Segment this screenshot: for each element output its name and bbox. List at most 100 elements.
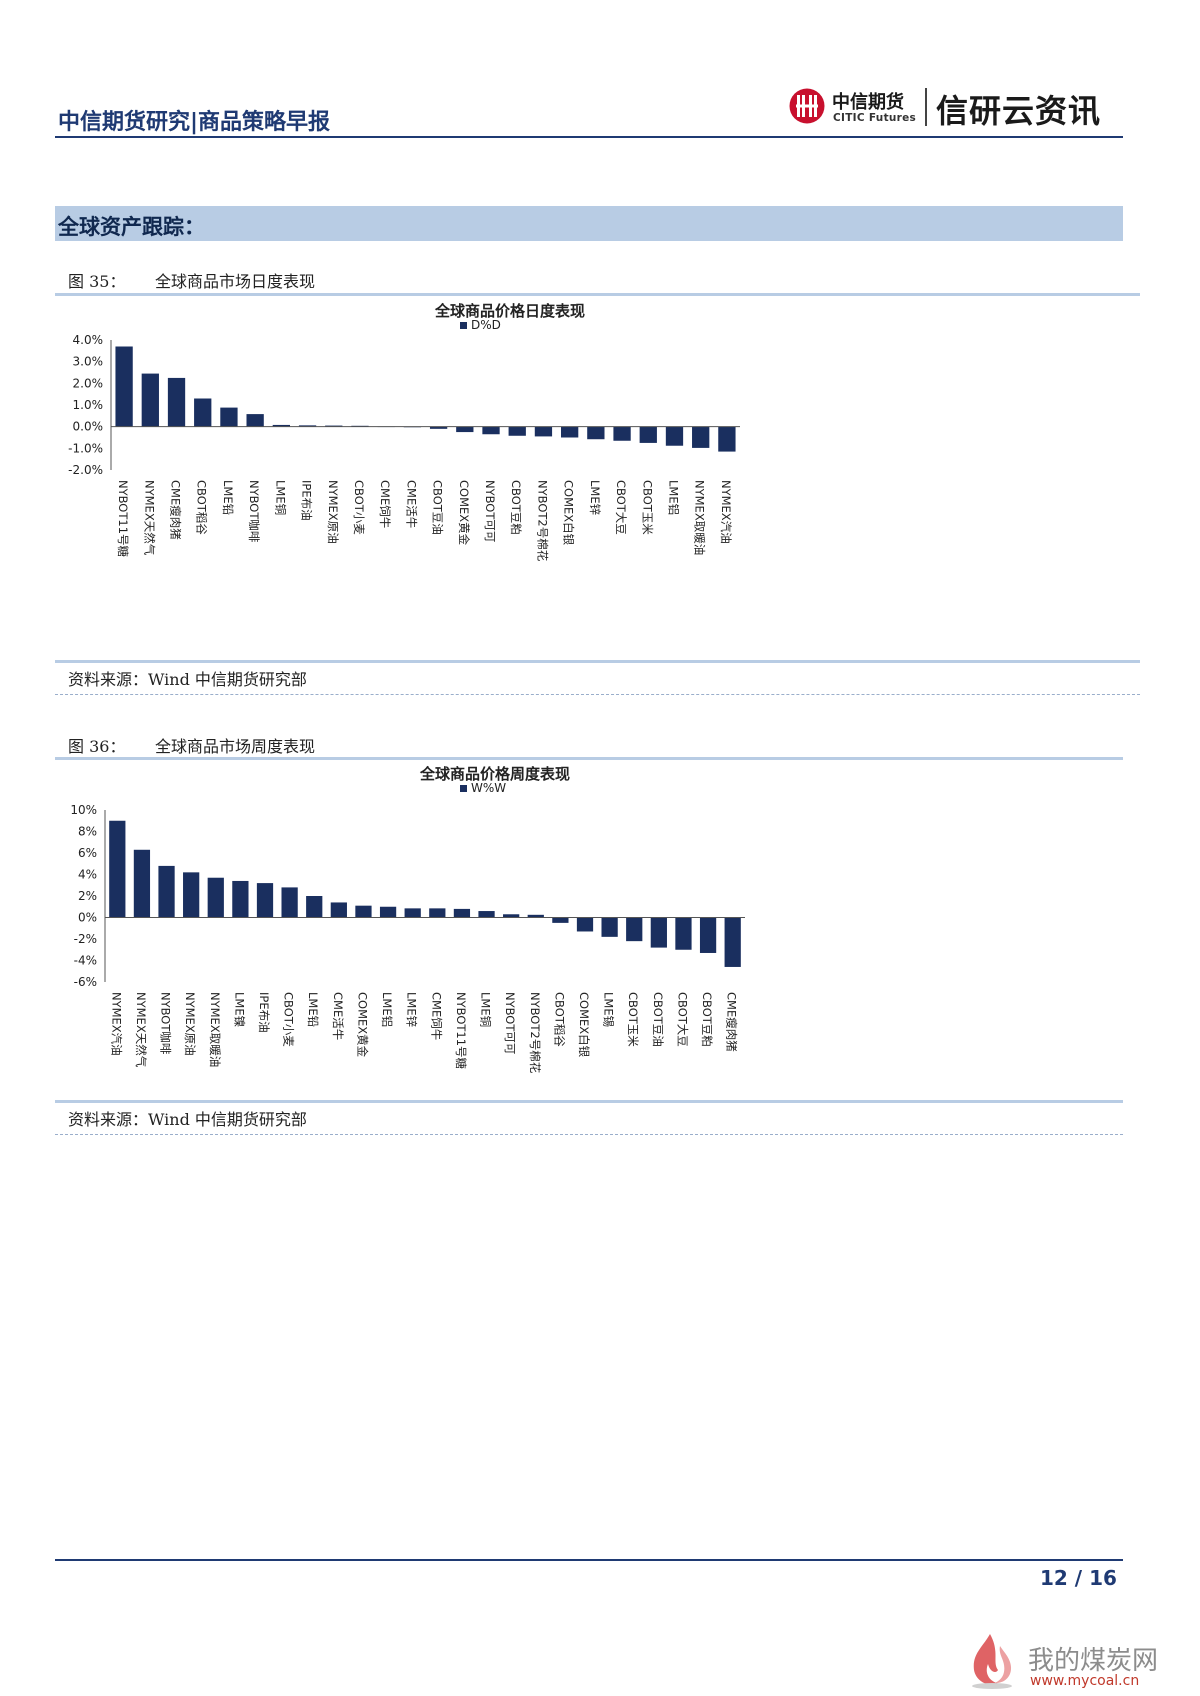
footer-rule [55,1559,1123,1561]
chart1-bar [220,407,238,427]
figure-36-title: 全球商品市场周度表现 [155,737,316,756]
figure-35-title: 全球商品市场日度表现 [155,272,316,291]
chart2-category-label: NYMEX取暖油 [208,992,222,1067]
chart2-bar [133,849,151,918]
chart1-category-label: NYMEX原油 [326,480,340,544]
chart2-bar [453,908,471,918]
chart2-category-label: COMEX黄金 [355,992,369,1058]
brand-name-en: CITIC Futures [833,112,917,124]
chart1-category-label: NYBOT2号棉花 [535,480,549,562]
chart1-category-label: CBOT豆粕 [509,480,523,535]
chart1-category-label: NYBOT咖啡 [247,480,261,543]
chart1-bar [665,426,684,446]
figure-36-label: 图 36： [68,737,126,756]
chart2-category-label: CME活牛 [331,992,345,1040]
chart1-category-label: NYMEX汽油 [719,480,733,544]
chart1-category-label: LME铅 [221,480,235,516]
chart1-category-label: NYMEX天然气 [142,480,156,556]
watermark-url: www.mycoal.cn [1030,1673,1140,1689]
figure-36-source: 资料来源：Wind 中信期货研究部 [68,1110,307,1129]
chart1-ytick-label: -1.0% [68,441,103,455]
chart1-bar [167,377,186,427]
chart1-category-label: CBOT大豆 [614,480,628,535]
chart2-category-label: LME锌 [405,992,419,1028]
figure-36-dashed-rule [55,1134,1123,1135]
chart2-category-label: CBOT小麦 [282,992,296,1047]
chart1-category-label: COMEX黄金 [457,480,471,546]
chart2-legend: W%W [460,781,506,795]
page-number: 12 / 16 [1040,1566,1117,1590]
chart1-ytick-label: 4.0% [73,333,104,347]
chart1-bar [692,426,710,448]
chart2-category-label: CBOT大豆 [675,992,689,1047]
chart2-bar [527,914,544,918]
chart2-category-label: NYMEX汽油 [109,992,123,1056]
chart2-ytick-label: 2% [78,889,97,903]
chart2-category-label: IPE布油 [257,992,271,1033]
chart1-category-label: COMEX白银 [562,480,576,546]
chart2-ytick-label: -2% [74,932,97,946]
chart1-bar [298,425,317,427]
chart2-bar [552,917,569,923]
chart1-ytick-label: 2.0% [73,376,104,390]
chart2-category-label: COMEX白银 [577,992,591,1058]
brand-name-cn: 中信期货 [832,92,904,113]
chart2-category-label: NYBOT2号棉花 [528,992,542,1074]
chart1-category-label: CME饲牛 [378,480,392,528]
chart1-bar [482,426,500,435]
chart1-category-label: CBOT玉米 [640,480,654,535]
chart1-ytick-label: -2.0% [68,463,103,477]
chart1-category-label: CBOT小麦 [352,480,366,535]
figure-36-top-rule [55,757,1123,760]
chart1-category-label: CME瘦肉猪 [169,480,183,540]
flame-logo-icon [972,1634,1012,1689]
chart1-title: 全球商品价格日度表现 [434,302,585,320]
chart1-category-label: LME铜 [273,480,287,515]
chart2-ytick-label: -4% [74,954,97,968]
chart1-bar [246,414,264,427]
chart2-category-label: NYBOT11号糖 [454,992,468,1070]
chart1-ytick-label: 1.0% [73,398,104,412]
chart2-ytick-label: -6% [74,975,97,989]
chart1-category-label: NYBOT11号糖 [116,480,130,558]
chart1-category-label: CME活牛 [404,480,418,528]
chart1-category-label: LME铝 [666,480,680,515]
chart2-bar [478,911,495,918]
section-title: 全球资产跟踪： [58,215,205,239]
chart2-category-label: NYBOT咖啡 [159,992,173,1055]
chart2-bar [306,896,323,918]
chart1-category-label: NYMEX取暖油 [693,480,707,555]
report-header-title: 中信期货研究|商品策略早报 [58,110,331,135]
chart2-bar [675,917,692,950]
chart2-category-label: LME铝 [380,992,394,1027]
chart1-bar [141,373,159,427]
chart2-bar [699,917,717,953]
figure-35-source: 资料来源：Wind 中信期货研究部 [68,670,307,689]
figure-35-bottom-rule [55,660,1140,663]
chart1-bar [508,426,526,436]
chart2-ytick-label: 8% [78,825,97,839]
chart2-category-label: CME饲牛 [429,992,443,1040]
citic-logo-icon [789,88,825,124]
chart2-category-label: CBOT豆粕 [700,992,714,1047]
chart2-bar [404,908,421,918]
chart1-category-label: IPE布油 [300,480,314,521]
chart2-bar [207,877,224,918]
chart2-bar [429,908,446,918]
brand-slogan: 信研云资讯 [936,92,1102,130]
chart1-bar [272,424,291,427]
chart1-bar [429,426,448,429]
chart1-category-label: LME锌 [588,480,602,516]
chart2-category-label: LME铜 [479,992,493,1027]
chart2-bar [650,917,667,948]
chart2-bar [503,914,520,918]
chart1-bar [718,426,736,452]
chart2-bar [109,820,126,918]
section-bar [55,206,1123,241]
chart2-legend-label: W%W [471,781,507,795]
chart2-bar [355,905,372,918]
chart1-bar [456,426,474,433]
chart2-category-label: LME铅 [306,992,320,1028]
chart2-legend-swatch [460,784,467,792]
chart2-category-label: CBOT稻谷 [552,992,566,1047]
